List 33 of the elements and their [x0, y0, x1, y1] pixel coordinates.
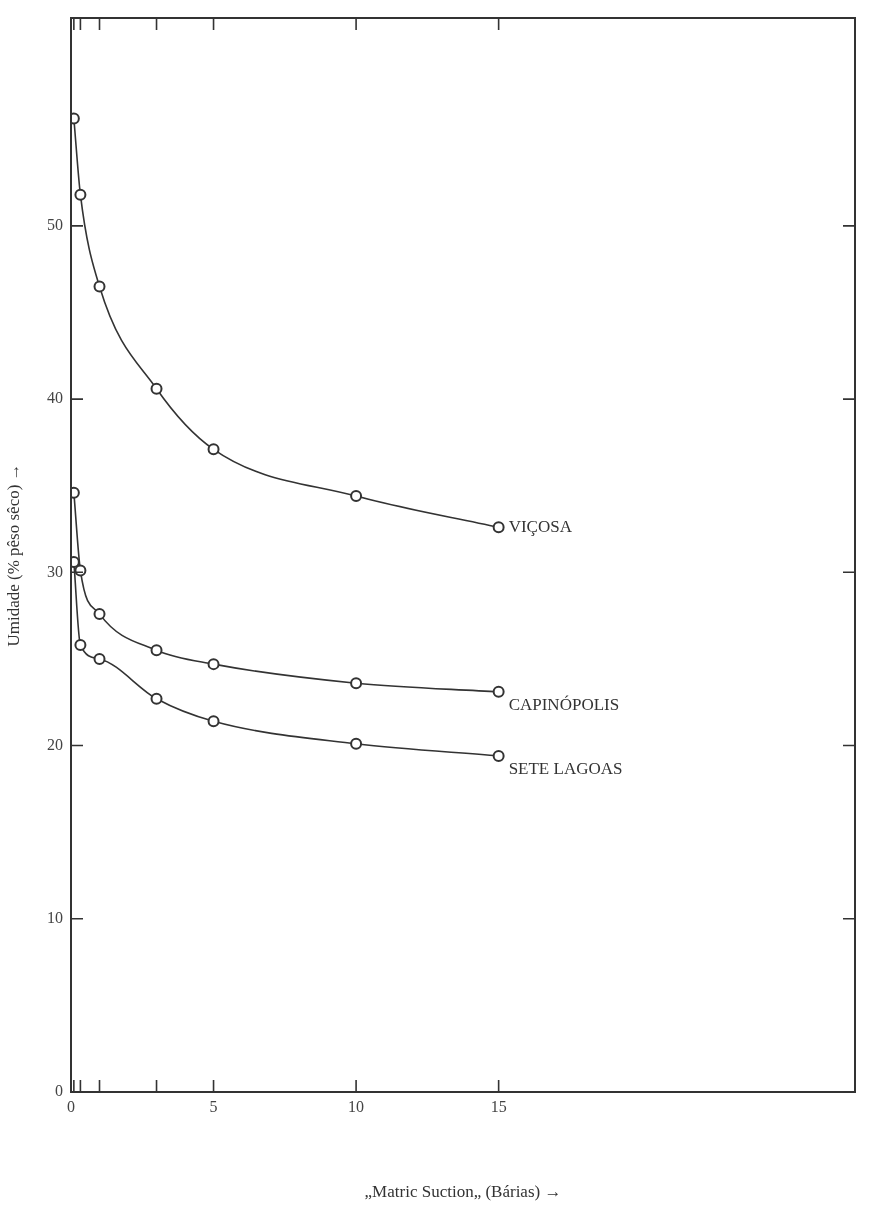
- point: [74, 188, 87, 201]
- x-axis-title: „Matric Suction„ (Bárias) →: [364, 1182, 562, 1202]
- point: [350, 490, 363, 503]
- point: [150, 644, 163, 657]
- series-label: CAPINÓPOLIS: [508, 695, 620, 715]
- x-tick-label: 10: [348, 1097, 365, 1115]
- point: [492, 685, 505, 698]
- series-label: SETE LAGOAS: [508, 759, 623, 779]
- x-tick-label: 5: [209, 1097, 218, 1115]
- point: [150, 382, 163, 395]
- point: [93, 280, 106, 293]
- y-axis-title: Umidade (% pêso sêco) →: [3, 463, 23, 647]
- series-label: VIÇOSA: [508, 516, 573, 536]
- point: [207, 443, 220, 456]
- point: [207, 715, 220, 728]
- point: [350, 737, 363, 750]
- point: [207, 658, 220, 671]
- x-tick-label: 0: [67, 1097, 75, 1115]
- y-tick-label: 10: [47, 908, 63, 926]
- y-tick-label: 30: [47, 562, 63, 580]
- point: [150, 692, 163, 705]
- point: [492, 521, 505, 534]
- point: [93, 607, 106, 620]
- point: [93, 652, 106, 665]
- y-tick-label: 20: [47, 735, 63, 753]
- y-tick-label: 50: [47, 216, 63, 234]
- y-tick-label: 40: [47, 389, 63, 407]
- y-tick-label: 0: [55, 1082, 63, 1100]
- point: [350, 677, 363, 690]
- point: [74, 639, 87, 652]
- point: [492, 749, 505, 762]
- point: [74, 564, 87, 577]
- x-tick-label: 15: [490, 1097, 507, 1115]
